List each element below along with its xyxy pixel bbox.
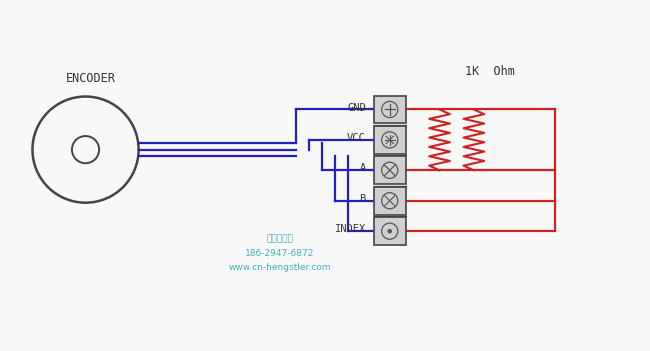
Text: VCC: VCC <box>347 133 366 143</box>
Bar <box>374 217 406 245</box>
Text: B: B <box>359 194 366 204</box>
Text: A: A <box>359 163 366 173</box>
Circle shape <box>387 229 392 233</box>
Text: 西安德伍拓
186-2947-6872
www.cn-hengstler.com: 西安德伍拓 186-2947-6872 www.cn-hengstler.com <box>228 235 331 272</box>
Bar <box>374 157 406 184</box>
Bar <box>374 187 406 215</box>
Bar <box>374 126 406 154</box>
Bar <box>374 95 406 124</box>
Text: GND: GND <box>347 102 366 113</box>
Text: ENCODER: ENCODER <box>66 72 116 85</box>
Text: 1K  Ohm: 1K Ohm <box>465 65 515 78</box>
Text: INDEX: INDEX <box>335 224 366 234</box>
